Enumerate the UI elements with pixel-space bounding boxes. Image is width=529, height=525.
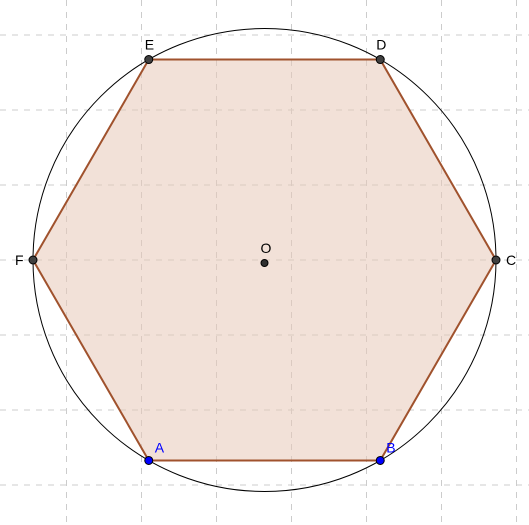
point-label-F: F xyxy=(15,252,24,268)
point-label-D: D xyxy=(376,37,386,53)
point-label-O: O xyxy=(261,240,272,256)
point-D xyxy=(376,56,384,64)
point-A xyxy=(145,456,153,464)
point-C xyxy=(492,256,500,264)
point-F xyxy=(29,256,37,264)
point-E xyxy=(145,56,153,64)
point-label-A: A xyxy=(155,439,165,455)
diagram-svg: A B C D E F O xyxy=(0,0,529,525)
point-label-E: E xyxy=(145,37,154,53)
point-O xyxy=(261,260,268,267)
point-label-B: B xyxy=(386,439,395,455)
point-label-C: C xyxy=(506,252,516,268)
point-B xyxy=(376,456,384,464)
